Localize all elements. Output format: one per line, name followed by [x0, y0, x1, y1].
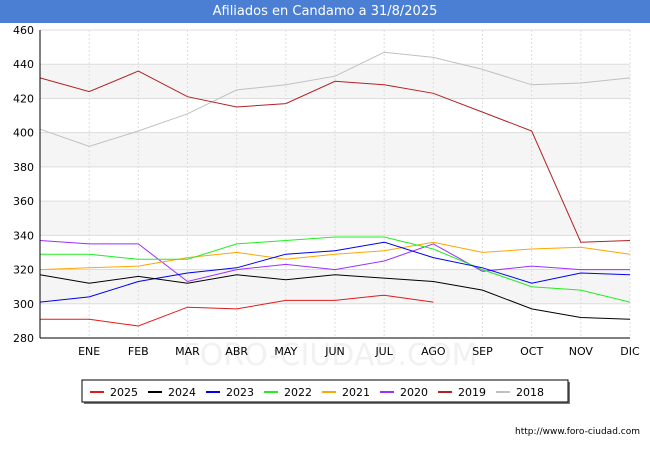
vertical-gridlines — [88, 30, 631, 338]
legend-label-2025: 2025 — [110, 386, 138, 399]
legend-label-2022: 2022 — [284, 386, 312, 399]
series-line-2019 — [39, 70, 631, 243]
x-tick-label: OCT — [520, 345, 543, 358]
series-line-2024 — [39, 274, 631, 320]
y-tick-label: 300 — [13, 298, 34, 311]
series-lines — [39, 51, 631, 327]
legend-label-2024: 2024 — [168, 386, 196, 399]
band-380 — [40, 132, 630, 167]
y-tick-label: 440 — [13, 58, 34, 71]
x-tick-label: ENE — [78, 345, 100, 358]
x-tick-label: JUL — [374, 345, 393, 358]
legend-label-2020: 2020 — [400, 386, 428, 399]
source-link[interactable]: http://www.foro-ciudad.com — [515, 427, 640, 437]
y-tick-label: 400 — [13, 127, 34, 140]
legend-label-2019: 2019 — [458, 386, 486, 399]
y-tick-labels: 280 300 320 340 360 380 400 420 440 460 — [13, 24, 34, 345]
y-tick-label: 420 — [13, 92, 34, 105]
x-tick-label: NOV — [569, 345, 594, 358]
x-tick-label: AGO — [421, 345, 446, 358]
axes — [39, 30, 630, 339]
band-320 — [40, 235, 630, 270]
x-tick-label: DIC — [620, 345, 640, 358]
y-tick-label: 320 — [13, 264, 34, 277]
series-line-2025 — [40, 294, 434, 327]
y-tick-label: 460 — [13, 24, 34, 37]
y-tick-label: 280 — [13, 332, 34, 345]
legend-label-2018: 2018 — [516, 386, 544, 399]
x-tick-label: FEB — [128, 345, 149, 358]
y-tick-label: 340 — [13, 229, 34, 242]
series-line-2022 — [40, 236, 631, 303]
x-tick-label: SEP — [472, 345, 493, 358]
x-tick-label: MAY — [274, 345, 297, 358]
x-tick-label: MAR — [175, 345, 200, 358]
y-tick-label: 360 — [13, 195, 34, 208]
watermark: FORO-CIUDAD.COM — [183, 338, 478, 373]
chart-title: Afiliados en Candamo a 31/8/2025 — [0, 0, 650, 23]
x-tick-label: JUN — [324, 345, 345, 358]
legend: 2025 2024 2023 2022 2021 2020 2019 2018 — [81, 379, 570, 404]
series-line-2020 — [39, 240, 630, 283]
y-tick-label: 380 — [13, 161, 34, 174]
series-line-2018 — [39, 51, 631, 147]
series-line-2021 — [39, 241, 631, 271]
series-line-2023 — [39, 241, 631, 303]
legend-label-2023: 2023 — [226, 386, 254, 399]
legend-label-2021: 2021 — [342, 386, 370, 399]
x-tick-label: ABR — [225, 345, 248, 358]
x-tick-labels: ENE FEB MAR ABR MAY JUN JUL AGO SEP OCT NOV DIC — [78, 345, 640, 358]
band-280 — [40, 303, 630, 338]
